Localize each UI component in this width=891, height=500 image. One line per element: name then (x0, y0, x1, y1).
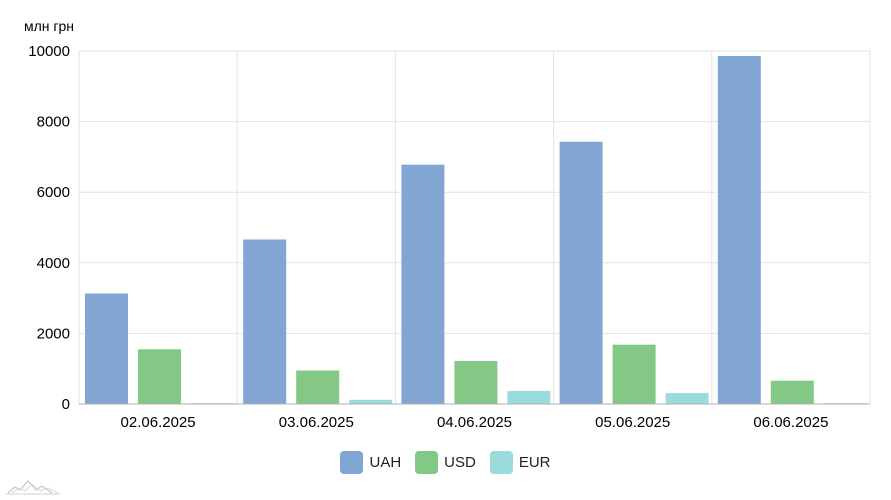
bar-eur (665, 393, 709, 404)
y-tick-label: 4000 (37, 255, 70, 272)
bar-usd (296, 370, 340, 404)
bar-uah (401, 164, 445, 404)
legend-label: UAH (369, 454, 402, 471)
x-tick-label: 02.06.2025 (121, 414, 196, 431)
bar-usd (770, 380, 814, 404)
bar-uah (85, 293, 128, 404)
bar-usd (138, 349, 181, 404)
x-tick-label: 05.06.2025 (595, 414, 670, 431)
y-tick-label: 8000 (37, 114, 70, 131)
legend-item-usd[interactable]: USD (415, 451, 476, 474)
logo-mountains-icon (6, 480, 60, 495)
bar-eur (349, 399, 393, 404)
x-tick-label: 06.06.2025 (753, 414, 828, 431)
y-tick-label: 6000 (37, 184, 70, 201)
bar-eur (507, 390, 551, 404)
legend-item-eur[interactable]: EUR (489, 451, 551, 474)
bar-uah (243, 239, 287, 404)
legend-item-uah[interactable]: UAH (340, 451, 401, 474)
bar-usd (612, 344, 656, 404)
bar-uah (559, 141, 603, 404)
legend-swatch (340, 451, 364, 474)
legend-swatch (489, 451, 513, 474)
bar-chart: 0 2000 4000 6000 8000 10000 02.06.2025 03.06.20… (28, 43, 871, 431)
y-tick-label: 2000 (37, 325, 70, 342)
legend-label: EUR (518, 454, 551, 471)
bar-usd (454, 360, 498, 404)
chart-legend: UAH USD EUR (0, 451, 891, 474)
legend-label: USD (444, 454, 476, 471)
x-tick-label: 04.06.2025 (437, 414, 512, 431)
bar-uah (717, 55, 761, 404)
y-tick-label: 0 (62, 396, 70, 413)
y-axis-unit-label: млн грн (24, 18, 75, 34)
legend-swatch (415, 451, 439, 474)
y-tick-label: 10000 (28, 43, 70, 60)
x-tick-label: 03.06.2025 (279, 414, 354, 431)
